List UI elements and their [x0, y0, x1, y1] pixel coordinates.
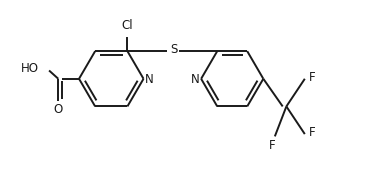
- Text: N: N: [191, 73, 200, 86]
- Text: F: F: [269, 139, 276, 152]
- Text: Cl: Cl: [122, 19, 133, 32]
- Text: N: N: [145, 73, 154, 86]
- Text: HO: HO: [21, 62, 39, 75]
- Text: S: S: [170, 43, 177, 56]
- Text: F: F: [309, 71, 315, 84]
- Text: F: F: [309, 126, 315, 139]
- Text: O: O: [54, 103, 63, 116]
